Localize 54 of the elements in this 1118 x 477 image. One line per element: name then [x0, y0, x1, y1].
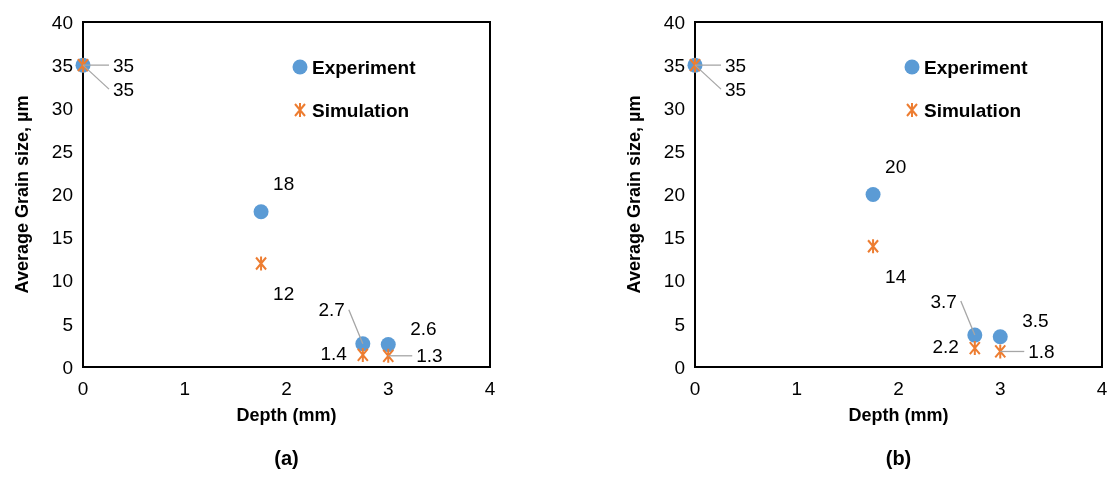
y-tick-label: 15 — [51, 227, 73, 249]
y-tick-label: 10 — [663, 270, 685, 292]
legend-label: Experiment — [312, 56, 417, 78]
data-label: 18 — [273, 173, 295, 195]
legend-label: Simulation — [312, 99, 410, 121]
x-tick-label: 2 — [281, 378, 292, 399]
data-label: 1.3 — [416, 345, 443, 367]
y-tick-label: 5 — [62, 313, 73, 335]
data-label: 2.7 — [318, 299, 345, 321]
data-label: 1.8 — [1028, 341, 1055, 363]
data-label: 3.5 — [1022, 310, 1049, 332]
x-axis-title: Depth (mm) — [236, 405, 337, 425]
text: (b) — [885, 447, 912, 469]
x-tick-label: 1 — [791, 378, 803, 399]
x-tick-label: 4 — [1096, 378, 1108, 399]
data-label: 35 — [725, 78, 747, 100]
x-tick-label: 0 — [689, 378, 701, 399]
y-tick-label: 30 — [51, 97, 73, 119]
data-label: 2.6 — [410, 318, 437, 340]
y-tick-label: 20 — [663, 184, 685, 206]
y-tick-label: 5 — [674, 313, 685, 335]
y-tick-label: 20 — [51, 184, 73, 206]
data-label: 3.7 — [930, 290, 957, 312]
data-label: 14 — [885, 265, 907, 287]
y-tick-label: 40 — [51, 11, 73, 33]
y-tick-label: 10 — [51, 270, 73, 292]
y-tick-label: 35 — [663, 54, 685, 76]
y-tick-label: 25 — [51, 141, 73, 163]
legend-label: Experiment — [924, 56, 1029, 78]
data-label: 1.4 — [320, 342, 348, 364]
data-label: 20 — [885, 156, 907, 178]
text: (a) — [274, 447, 299, 469]
y-tick-label: 40 — [663, 11, 685, 33]
y-tick-label: 30 — [663, 97, 685, 119]
y-tick-label: 0 — [674, 356, 685, 378]
data-label: 35 — [725, 54, 747, 76]
x-tick-label: 4 — [484, 378, 496, 399]
x-tick-label: 3 — [382, 378, 394, 399]
data-label: 35 — [113, 78, 135, 100]
data-label: 12 — [273, 283, 295, 305]
data-label: 35 — [113, 54, 135, 76]
data-label: 2.2 — [932, 335, 959, 357]
y-axis-title: Average Grain size, µm — [624, 95, 644, 294]
x-tick-label: 2 — [893, 378, 904, 399]
x-tick-label: 0 — [77, 378, 89, 399]
legend-label: Simulation — [924, 99, 1022, 121]
x-axis-title: Depth (mm) — [848, 405, 949, 425]
x-tick-label: 1 — [179, 378, 191, 399]
y-axis-title: Average Grain size, µm — [12, 95, 32, 294]
y-tick-label: 15 — [663, 227, 685, 249]
x-tick-label: 3 — [994, 378, 1006, 399]
y-tick-label: 35 — [51, 54, 73, 76]
y-tick-label: 25 — [663, 141, 685, 163]
y-tick-label: 0 — [62, 356, 73, 378]
